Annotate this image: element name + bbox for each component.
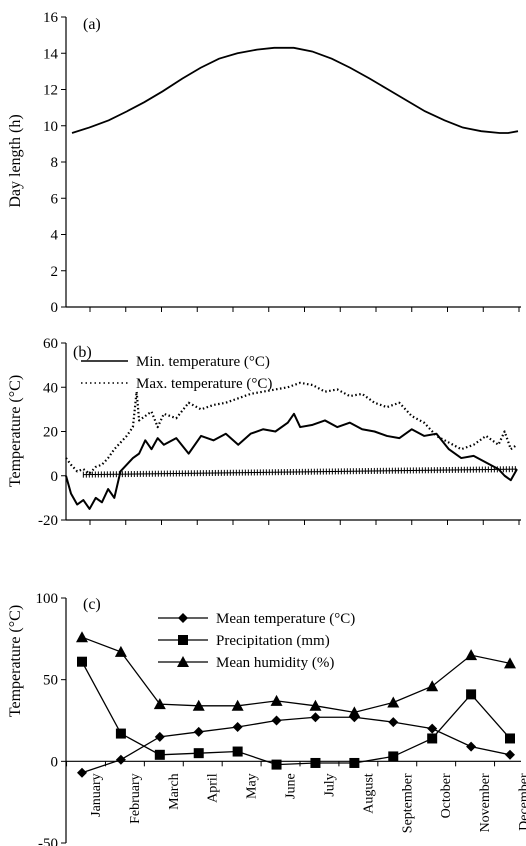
day-length-line (71, 46, 519, 134)
mean-temperature-point (232, 722, 243, 733)
mean-temperature-legend-marker (178, 613, 188, 623)
month-label: April (206, 773, 221, 803)
month-label: June (284, 773, 299, 799)
panel-a-y-tick-label: 8 (51, 155, 59, 171)
panel-b-y-tick-label: 40 (43, 380, 58, 396)
precipitation-point (271, 759, 282, 770)
panel-b-y-tick-label: 0 (51, 469, 59, 485)
mean-humidity-point (348, 706, 361, 718)
legend-max-temp-label: Max. temperature (°C) (136, 376, 272, 392)
panel-b-temperature: (b) Temperature (°C) Min. temperature (°… (7, 336, 521, 529)
mean-temperature-point (427, 723, 438, 734)
month-label: March (167, 773, 182, 810)
month-label: January (89, 773, 104, 817)
panel-c-y-tick-label: 0 (51, 754, 59, 770)
precipitation-point (388, 751, 399, 762)
mean-humidity-point (309, 699, 322, 711)
month-label: February (128, 773, 143, 824)
panel-a-y-tick-label: 14 (43, 46, 59, 62)
panel-c-y-tick-label: -50 (38, 836, 58, 846)
mean-temperature-point (466, 741, 477, 752)
min-temperature-line (65, 412, 518, 510)
precipitation-point (310, 757, 321, 768)
mean-humidity-line (81, 636, 511, 713)
mean-humidity-point (387, 696, 400, 708)
panel-a-y-tick-label: 10 (43, 119, 58, 135)
panel-a-y-tick-label: 6 (51, 191, 59, 207)
panel-a-day-length: (a) Day length (h) 0 2 4 6 8 10 12 14 16 (7, 10, 521, 316)
precipitation-point (115, 728, 126, 739)
mean-humidity-point (114, 645, 127, 657)
mean-humidity-point (270, 694, 283, 706)
precipitation-line (81, 661, 511, 766)
mean-humidity-point (153, 698, 166, 710)
mean-humidity-legend-marker (177, 656, 189, 667)
panel-b-y-tick-label: 60 (43, 336, 58, 352)
panel-c-monthly-climate: (c) Temperature (°C) -50 0 50 100 January Feb… (7, 591, 526, 846)
mean-temperature-point (388, 717, 399, 728)
panel-b-y-axis-label: Temperature (°C) (7, 375, 24, 487)
panel-c-y-axis-label: Temperature (°C) (7, 605, 24, 717)
precipitation-legend-marker (178, 635, 188, 645)
panel-c-y-tick-label: 50 (43, 673, 58, 689)
precipitation-point (193, 748, 204, 759)
mean-temperature-point (77, 767, 87, 778)
mean-humidity-legend-label: Mean humidity (%) (216, 655, 334, 671)
mean-temperature-point (310, 712, 321, 723)
precipitation-point (232, 746, 243, 757)
mean-humidity-point (192, 699, 205, 711)
panel-b-y-tick-label: -20 (38, 513, 58, 529)
panel-a-label: (a) (83, 16, 101, 33)
mean-temperature-point (154, 731, 165, 742)
panel-c-label: (c) (83, 596, 101, 613)
precipitation-point (505, 733, 515, 744)
panel-a-y-tick-label: 0 (51, 300, 59, 316)
mean-temperature-point (193, 726, 204, 737)
max-temperature-line (65, 381, 518, 475)
month-label: November (478, 773, 493, 832)
mean-humidity-point (465, 649, 478, 661)
month-label: July (322, 773, 337, 796)
mean-temperature-legend-label: Mean temperature (°C) (216, 611, 355, 627)
panel-a-y-tick-label: 2 (51, 264, 59, 280)
mean-temperature-point (505, 749, 515, 760)
panel-c-y-tick-label: 100 (36, 591, 59, 607)
panel-b-y-tick-label: 20 (43, 425, 58, 441)
precipitation-point (466, 689, 477, 700)
mean-temperature-point (115, 754, 126, 765)
precipitation-point (349, 757, 360, 768)
mean-humidity-point (426, 680, 439, 692)
panel-a-y-tick-label: 4 (51, 228, 59, 244)
month-label: October (439, 773, 454, 818)
mean-humidity-point (76, 631, 88, 643)
mean-temperature-line (81, 716, 511, 774)
precipitation-point (427, 733, 438, 744)
legend-min-temp-label: Min. temperature (°C) (136, 354, 270, 370)
panel-a-y-axis-label: Day length (h) (7, 114, 24, 207)
month-label: September (400, 773, 415, 833)
precipitation-point (77, 656, 87, 667)
mean-humidity-point (231, 699, 244, 711)
panel-a-y-tick-label: 16 (43, 10, 59, 26)
mean-humidity-point (504, 657, 516, 669)
mean-temperature-point (271, 715, 282, 726)
month-label: December (517, 773, 526, 831)
precipitation-point (154, 749, 165, 760)
month-label: August (361, 773, 376, 814)
panel-b-label: (b) (73, 344, 92, 361)
panel-a-y-tick-label: 12 (43, 83, 58, 99)
month-label: May (245, 773, 260, 799)
precipitation-legend-label: Precipitation (mm) (216, 633, 330, 649)
